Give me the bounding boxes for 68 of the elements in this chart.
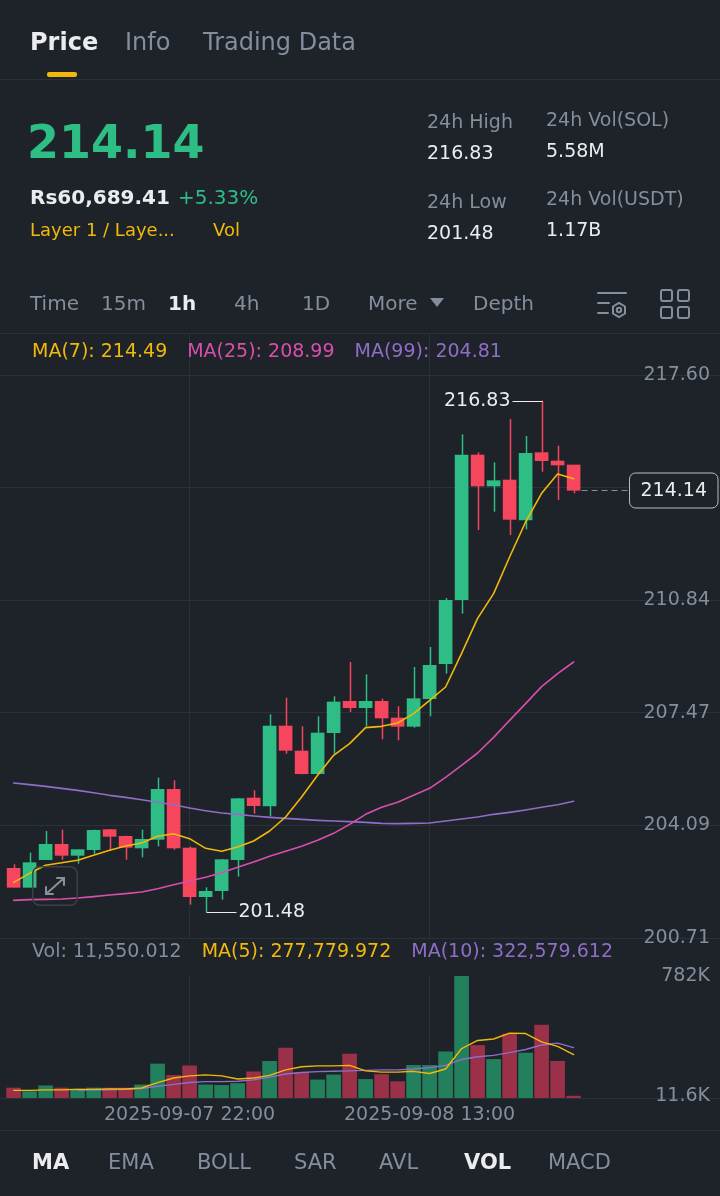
candlestick [198, 886, 213, 914]
text: EMA [108, 1150, 154, 1176]
text: Rs60,689.41 [30, 185, 170, 209]
text: MA(10): 322,579.612 [411, 938, 613, 961]
text: 24h Vol(SOL) [546, 107, 670, 131]
text: Info [125, 27, 171, 57]
candlestick [246, 789, 261, 815]
y-tick-label: 210.84 [643, 587, 710, 610]
candlestick [54, 828, 69, 861]
bar [470, 1045, 485, 1098]
text: 5.58M [546, 138, 605, 162]
text: SAR [294, 1150, 337, 1176]
x-tick-label: 2025-09-08 13:00 [343, 1102, 516, 1125]
candlestick [342, 661, 357, 713]
text: Price [30, 27, 99, 57]
bar [358, 1079, 373, 1098]
text: More [368, 291, 418, 315]
y-tick-label: 207.47 [643, 699, 710, 722]
text: MA(25): 208.99 [187, 338, 335, 361]
text: AVL [379, 1150, 419, 1176]
bar [486, 1059, 501, 1098]
text: 1D [302, 291, 331, 315]
bar [502, 1033, 517, 1098]
text: 24h High [427, 109, 513, 133]
text: Layer 1 / Laye... [30, 219, 175, 241]
text: 214.14 [27, 115, 205, 171]
text: 24h Vol(USDT) [546, 186, 684, 210]
bar [262, 1061, 277, 1098]
text: 201.48 [427, 220, 494, 244]
text: 216.83 [427, 140, 494, 164]
bar [518, 1052, 533, 1098]
y-tick-label: 217.60 [643, 361, 710, 384]
text: 4h [234, 291, 260, 315]
text: 15m [101, 291, 146, 315]
text: Time [30, 291, 79, 315]
text: +5.33% [178, 185, 259, 209]
annotation: 216.83 [444, 388, 511, 411]
text: Trading Data [203, 27, 356, 57]
text: MA(99): 204.81 [354, 338, 502, 361]
y-tick-label: 11.6K [655, 1083, 711, 1106]
text: Vol [213, 219, 240, 241]
y-tick-label: 782K [661, 962, 711, 985]
text: Vol: 11,550.012 [32, 938, 182, 961]
text: MA(5): 277,779.972 [201, 938, 392, 961]
bar [6, 1087, 21, 1098]
y-tick-label: 200.71 [643, 924, 710, 947]
candlestick [294, 725, 309, 776]
text: VOL [464, 1150, 512, 1176]
ref-line-label: 214.14 [640, 478, 707, 501]
candlestick [86, 828, 101, 855]
text: 1h [168, 291, 197, 315]
candlestick [534, 399, 549, 473]
text: Depth [473, 291, 534, 315]
text: BOLL [197, 1150, 251, 1176]
candlestick [38, 830, 53, 861]
y-tick-label: 204.09 [643, 812, 710, 835]
text: 1.17B [546, 217, 602, 241]
bar [342, 1053, 357, 1098]
annotation: 201.48 [238, 899, 305, 922]
candlestick [486, 461, 501, 513]
x-tick-label: 2025-09-07 22:00 [103, 1102, 276, 1125]
text: MACD [548, 1150, 611, 1176]
candlestick [374, 697, 389, 741]
text: MA(7): 214.49 [32, 338, 168, 361]
candlestick [102, 828, 117, 852]
text: 24h Low [427, 189, 507, 213]
text: MA [32, 1150, 70, 1176]
candlestick [358, 673, 373, 728]
